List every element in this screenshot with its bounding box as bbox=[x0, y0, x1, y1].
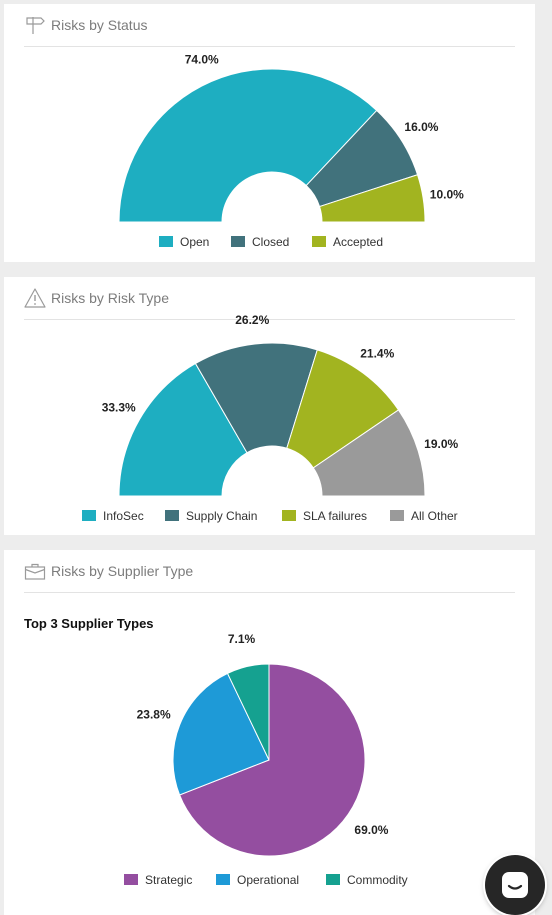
legend-swatch bbox=[326, 874, 340, 885]
legend-swatch bbox=[159, 236, 173, 247]
slice-accepted[interactable] bbox=[318, 174, 426, 223]
data-label: 69.0% bbox=[354, 823, 388, 837]
legend-swatch bbox=[231, 236, 245, 247]
legend-swatch bbox=[312, 236, 326, 247]
slice-operational[interactable] bbox=[172, 672, 270, 796]
chat-icon bbox=[502, 872, 528, 898]
legend-swatch bbox=[282, 510, 296, 521]
risks-by-risk-type-card: Risks by Risk Type 33.3% 26.2% 21.4% 19.0% I… bbox=[4, 277, 535, 535]
legend-item-accepted[interactable]: Accepted bbox=[312, 235, 383, 249]
data-label: 21.4% bbox=[360, 347, 394, 361]
status-semi-donut-chart: 74.0% 16.0% 10.0% Open Closed Accepted bbox=[118, 53, 464, 249]
legend-item-closed[interactable]: Closed bbox=[231, 235, 289, 249]
legend-item-all-other[interactable]: All Other bbox=[390, 509, 458, 523]
supplier-type-pie-chart: 69.0% 23.8% 7.1% Strategic Operational Commod… bbox=[124, 632, 408, 887]
card-title: Risks by Status bbox=[51, 17, 148, 33]
card-title: Risks by Supplier Type bbox=[51, 563, 194, 579]
legend-label: Closed bbox=[252, 235, 289, 249]
legend-label: Accepted bbox=[333, 235, 383, 249]
data-label: 26.2% bbox=[235, 313, 269, 327]
risks-by-supplier-type-card: Risks by Supplier Type Top 3 Supplier Ty… bbox=[4, 550, 535, 915]
legend-label: Supply Chain bbox=[186, 509, 257, 523]
card-title: Risks by Risk Type bbox=[51, 290, 169, 306]
legend-label: Operational bbox=[237, 873, 299, 887]
briefcase-icon bbox=[24, 560, 46, 582]
legend-item-infosec[interactable]: InfoSec bbox=[82, 509, 144, 523]
signpost-icon bbox=[24, 14, 46, 36]
slice-infosec[interactable] bbox=[118, 362, 248, 497]
warning-icon bbox=[24, 287, 46, 309]
data-label: 10.0% bbox=[430, 187, 464, 201]
legend-label: Strategic bbox=[145, 873, 192, 887]
risk-type-semi-donut-chart: 33.3% 26.2% 21.4% 19.0% InfoSec Supply Chain S… bbox=[82, 313, 458, 523]
card-header: Risks by Supplier Type bbox=[24, 550, 515, 593]
legend-swatch bbox=[82, 510, 96, 521]
legend-label: SLA failures bbox=[303, 509, 367, 523]
slice-commodity[interactable] bbox=[226, 663, 270, 761]
legend-item-operational[interactable]: Operational bbox=[216, 873, 299, 887]
slice-all-other[interactable] bbox=[312, 409, 426, 497]
legend-label: InfoSec bbox=[103, 509, 144, 523]
data-label: 16.0% bbox=[404, 120, 438, 134]
data-label: 33.3% bbox=[102, 401, 136, 415]
legend-label: All Other bbox=[411, 509, 458, 523]
legend-label: Commodity bbox=[347, 873, 408, 887]
card-header: Risks by Status bbox=[24, 4, 515, 47]
legend-label: Open bbox=[180, 235, 209, 249]
legend-item-strategic[interactable]: Strategic bbox=[124, 873, 192, 887]
legend-item-sla-failures[interactable]: SLA failures bbox=[282, 509, 367, 523]
legend-swatch bbox=[165, 510, 179, 521]
legend-item-supply-chain[interactable]: Supply Chain bbox=[165, 509, 257, 523]
chat-launcher-button[interactable] bbox=[485, 855, 545, 915]
slice-open[interactable] bbox=[118, 68, 378, 223]
card-header: Risks by Risk Type bbox=[24, 277, 515, 320]
slice-supply-chain[interactable] bbox=[194, 342, 318, 454]
legend-swatch bbox=[124, 874, 138, 885]
data-label: 19.0% bbox=[424, 437, 458, 451]
legend-swatch bbox=[216, 874, 230, 885]
legend-swatch bbox=[390, 510, 404, 521]
legend-item-commodity[interactable]: Commodity bbox=[326, 873, 408, 887]
legend-item-open[interactable]: Open bbox=[159, 235, 209, 249]
chart-subtitle: Top 3 Supplier Types bbox=[24, 616, 154, 631]
risks-by-status-card: Risks by Status 74.0% 16.0% 10.0% Open Close… bbox=[4, 4, 535, 262]
data-label: 74.0% bbox=[185, 53, 219, 67]
data-label: 23.8% bbox=[137, 707, 171, 721]
data-label: 7.1% bbox=[228, 632, 256, 646]
slice-strategic[interactable] bbox=[178, 663, 366, 857]
